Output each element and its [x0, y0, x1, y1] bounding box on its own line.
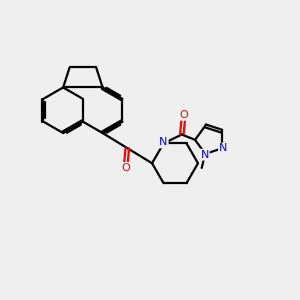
Text: N: N: [159, 137, 168, 148]
Text: O: O: [122, 163, 130, 173]
Text: N: N: [219, 143, 227, 154]
Text: N: N: [200, 150, 209, 160]
Text: O: O: [179, 110, 188, 120]
